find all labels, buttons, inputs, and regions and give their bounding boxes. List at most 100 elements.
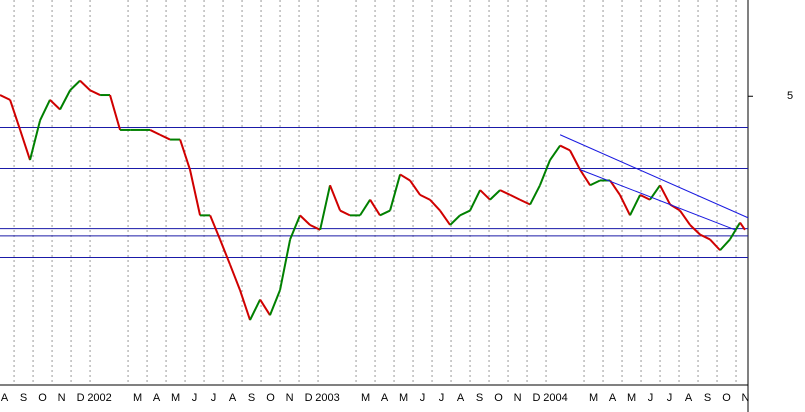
x-tick-label: 2004 <box>543 392 567 404</box>
price-segment <box>659 184 671 205</box>
price-segment <box>249 299 261 321</box>
price-segment <box>259 299 271 316</box>
x-tick-label: 2003 <box>315 392 339 404</box>
price-segment <box>509 194 521 201</box>
price-segment <box>689 224 701 236</box>
price-segment <box>699 233 711 241</box>
x-tick-label: A <box>1 392 9 404</box>
price-segment <box>429 199 441 212</box>
price-segment <box>29 120 42 161</box>
price-segment <box>419 194 431 201</box>
price-segment <box>209 214 221 240</box>
price-segment <box>9 99 22 131</box>
price-segment <box>559 144 571 152</box>
price-segment <box>149 129 161 136</box>
price-segment <box>359 199 371 216</box>
price-segment <box>0 94 11 101</box>
x-tick-label: S <box>704 392 711 404</box>
price-segment <box>319 185 331 231</box>
price-segment <box>579 169 591 186</box>
price-segment <box>629 194 641 216</box>
price-segment <box>269 289 281 316</box>
price-segment <box>569 149 581 171</box>
x-tick-label: 2002 <box>87 392 111 404</box>
price-segment <box>89 89 101 96</box>
x-tick-label: A <box>381 392 389 404</box>
x-tick-label: O <box>722 392 731 404</box>
x-tick-label: D <box>77 392 85 404</box>
x-tick-label: J <box>211 392 217 404</box>
price-segment <box>369 199 381 216</box>
x-tick-label: N <box>514 392 522 404</box>
price-segment <box>469 189 482 211</box>
x-tick-label: S <box>20 392 27 404</box>
x-tick-label: J <box>420 392 426 404</box>
x-tick-label: J <box>648 392 654 404</box>
x-tick-label: A <box>229 392 237 404</box>
price-segment <box>639 194 651 201</box>
price-segment <box>729 222 741 240</box>
price-segment <box>739 222 746 231</box>
price-segment <box>709 238 721 251</box>
price-segment <box>49 99 61 111</box>
price-segment <box>519 198 531 206</box>
price-segment <box>409 179 421 196</box>
x-tick-label: M <box>133 392 142 404</box>
x-tick-label: A <box>685 392 693 404</box>
price-segment <box>619 194 631 216</box>
price-segment <box>339 209 351 217</box>
price-segment <box>399 173 411 182</box>
x-tick-label: J <box>439 392 445 404</box>
trend-line <box>579 169 736 231</box>
price-segment <box>289 214 301 240</box>
x-tick-label: N <box>58 392 66 404</box>
price-segment <box>299 214 311 226</box>
price-segment <box>329 184 342 211</box>
price-segment <box>449 214 461 226</box>
price-segment <box>69 79 81 91</box>
x-tick-label: S <box>248 392 255 404</box>
price-segment <box>479 189 491 201</box>
price-segment <box>459 209 471 217</box>
price-segment <box>79 79 91 91</box>
price-segment <box>219 239 232 266</box>
price-segment <box>499 189 511 196</box>
y-tick-label: 5 <box>787 90 793 102</box>
x-tick-label: M <box>399 392 408 404</box>
price-segment <box>379 209 391 217</box>
price-segment <box>679 209 691 226</box>
x-tick-label: A <box>153 392 161 404</box>
price-segment <box>489 189 501 201</box>
price-segment <box>179 139 191 170</box>
x-tick-label: N <box>742 392 750 404</box>
x-tick-label: D <box>533 392 541 404</box>
price-segment <box>239 289 251 321</box>
x-tick-label: M <box>627 392 636 404</box>
price-segment <box>539 159 551 186</box>
price-segment <box>309 224 321 231</box>
x-tick-label: A <box>609 392 617 404</box>
x-tick-label: A <box>457 392 465 404</box>
x-tick-label: O <box>38 392 47 404</box>
x-tick-label: M <box>171 392 180 404</box>
x-tick-label: M <box>589 392 598 404</box>
x-tick-label: M <box>361 392 370 404</box>
x-tick-label: S <box>476 392 483 404</box>
price-segment <box>189 169 202 216</box>
price-segment <box>279 239 292 291</box>
price-segment <box>589 179 601 187</box>
x-tick-label: O <box>494 392 503 404</box>
price-segment <box>719 238 731 251</box>
price-segment <box>389 174 402 211</box>
price-segment <box>439 209 451 226</box>
price-segment <box>19 129 31 161</box>
trend-line <box>559 134 749 219</box>
price-segment <box>39 99 51 121</box>
x-tick-label: J <box>192 392 198 404</box>
price-segment <box>159 133 171 141</box>
x-tick-label: D <box>305 392 313 404</box>
price-segment <box>229 264 241 291</box>
x-tick-label: N <box>286 392 294 404</box>
price-segment <box>59 89 71 110</box>
